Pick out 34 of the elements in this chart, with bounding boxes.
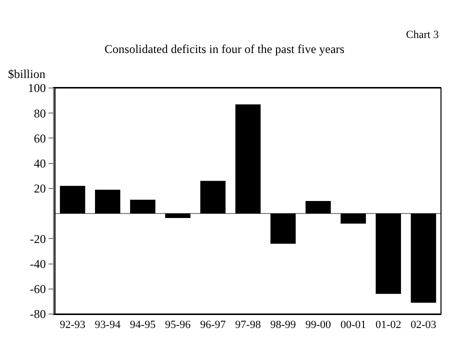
bar xyxy=(410,214,436,303)
x-tick-label: 01-02 xyxy=(376,319,402,332)
y-tick-label: 80 xyxy=(34,106,46,120)
bar xyxy=(376,214,401,294)
x-tick-label: 96-97 xyxy=(200,319,226,332)
bar xyxy=(165,214,190,218)
bar xyxy=(95,190,120,214)
x-tick-label: 98-99 xyxy=(270,319,296,332)
y-tick-label: -80 xyxy=(30,307,46,322)
y-tick-label: 100 xyxy=(28,81,46,96)
x-tick-label: 97-98 xyxy=(235,319,262,332)
bar xyxy=(270,214,296,244)
y-axis-title: $billion xyxy=(8,67,46,81)
bar xyxy=(60,186,86,214)
x-tick-label: 93-94 xyxy=(94,319,121,332)
y-tick-label: 60 xyxy=(34,131,46,146)
bar xyxy=(306,201,331,214)
bar xyxy=(130,200,156,214)
x-tick-label: 00-01 xyxy=(340,319,366,332)
x-tick-label: 92-93 xyxy=(60,319,86,332)
y-tick-label: 40 xyxy=(34,156,46,171)
y-tick-label: -40 xyxy=(30,256,46,271)
caption: Chart 3 xyxy=(406,29,440,41)
x-tick-label: 94-95 xyxy=(130,319,156,332)
x-tick-label: 95-96 xyxy=(164,319,192,332)
bar xyxy=(235,104,261,214)
x-tick-label: 99-00 xyxy=(305,319,332,332)
bar xyxy=(200,180,226,214)
bar xyxy=(340,214,366,224)
y-tick-label: -60 xyxy=(30,282,46,296)
chart-title: Consolidated deficits in four of the past five years xyxy=(104,42,345,56)
y-tick-label: -20 xyxy=(30,232,46,246)
y-tick-label: 20 xyxy=(34,182,46,196)
x-tick-label: 02-03 xyxy=(410,319,437,332)
